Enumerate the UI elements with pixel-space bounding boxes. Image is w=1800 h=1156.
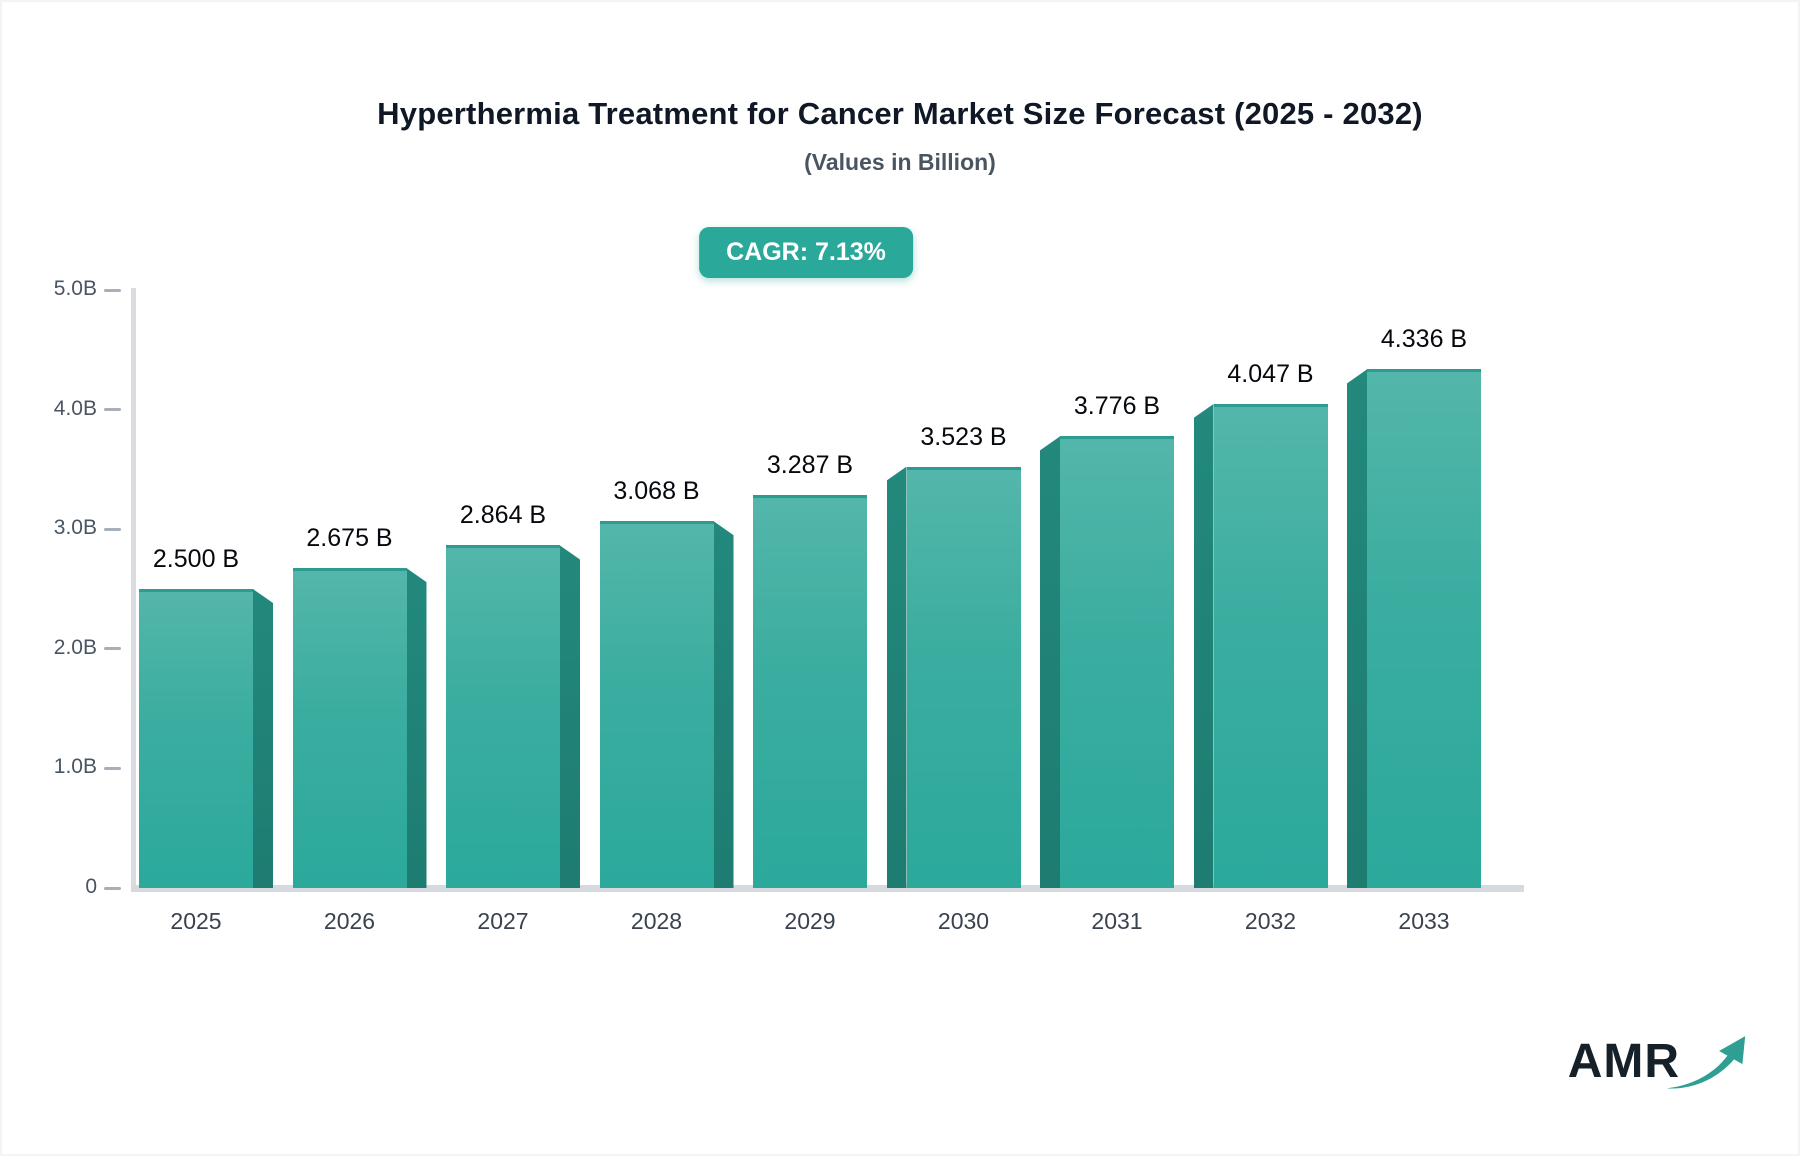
bar-3d-side	[1347, 369, 1367, 888]
x-tick-label-2031: 2031	[1091, 908, 1143, 934]
bar-3d-side	[560, 545, 580, 888]
bar-value-label: 2.864 B	[459, 501, 547, 530]
bar-value-label: 3.068 B	[613, 477, 700, 506]
x-tick-label-2028: 2028	[630, 908, 683, 934]
y-tick-label: 2.0B	[53, 635, 97, 659]
chart-title: Hyperthermia Treatment for Cancer Market…	[377, 96, 1423, 131]
x-tick-label-2032: 2032	[1244, 908, 1297, 934]
y-tick-dash	[104, 288, 121, 292]
bar-value-label: 2.675 B	[306, 524, 393, 553]
x-tick-label-2033: 2033	[1398, 908, 1450, 934]
bar-2032	[1213, 403, 1328, 888]
bar-value-label: 2.500 B	[152, 545, 240, 573]
y-tick-dash	[104, 408, 121, 412]
bar-2029	[753, 494, 867, 888]
bar-2031	[1060, 436, 1174, 888]
chart-subtitle: (Values in Billion)	[804, 149, 996, 175]
y-tick-dash	[104, 766, 121, 770]
amr-logo: AMR	[1567, 1035, 1748, 1098]
bar-value-label: 4.336 B	[1380, 325, 1468, 354]
bar-3d-side	[713, 521, 734, 888]
bar-2028	[599, 521, 714, 888]
y-tick-label: 4.0B	[53, 396, 97, 420]
bar-2027	[446, 545, 560, 888]
bar-3d-side	[406, 568, 427, 888]
x-axis-line	[131, 885, 1524, 892]
y-tick-label: 0	[85, 875, 97, 898]
bar-3d-side	[253, 589, 273, 888]
cagr-badge: CAGR: 7.13%	[699, 227, 913, 278]
bar-3d-side	[1040, 436, 1060, 888]
y-tick-label: 5.0B	[53, 277, 97, 300]
bar-2033	[1367, 369, 1481, 888]
amr-logo-text: AMR	[1567, 1035, 1680, 1088]
growth-arrow-icon	[1666, 1036, 1746, 1089]
bar-2025	[139, 589, 253, 888]
x-tick-label-2026: 2026	[323, 908, 376, 934]
x-tick-label-2025: 2025	[170, 908, 222, 934]
y-tick-dash	[104, 886, 121, 890]
bar-value-label: 3.523 B	[920, 422, 1007, 451]
bar-3d-side	[886, 466, 907, 888]
bar-value-label: 4.047 B	[1227, 359, 1314, 388]
bar-value-label: 3.776 B	[1073, 392, 1161, 421]
bar-3d-side	[1193, 403, 1214, 888]
y-tick-dash	[104, 527, 121, 531]
x-tick-label-2029: 2029	[784, 908, 836, 934]
y-axis-line	[131, 288, 136, 888]
bar-2026	[292, 568, 407, 888]
y-tick-label: 1.0B	[53, 755, 97, 779]
x-tick-label-2030: 2030	[937, 908, 990, 934]
y-tick-dash	[104, 647, 121, 651]
y-tick-label: 3.0B	[53, 516, 97, 540]
bar-2030	[906, 466, 1021, 888]
x-tick-label-2027: 2027	[477, 908, 529, 934]
bar-value-label: 3.287 B	[766, 450, 854, 479]
